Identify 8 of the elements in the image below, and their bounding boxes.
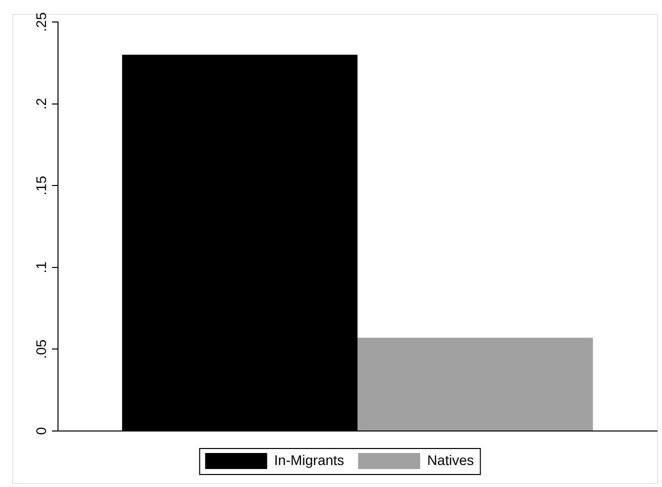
- y-tick-label: .05: [32, 339, 49, 359]
- y-tick-label: .1: [32, 261, 49, 274]
- y-tick-label: .2: [32, 98, 49, 110]
- legend-label: Natives: [427, 452, 474, 468]
- y-tick-label: .15: [32, 176, 49, 196]
- y-tick-label: .25: [32, 12, 49, 32]
- legend-label: In-Migrants: [274, 452, 344, 468]
- y-tick-label: 0: [32, 426, 49, 435]
